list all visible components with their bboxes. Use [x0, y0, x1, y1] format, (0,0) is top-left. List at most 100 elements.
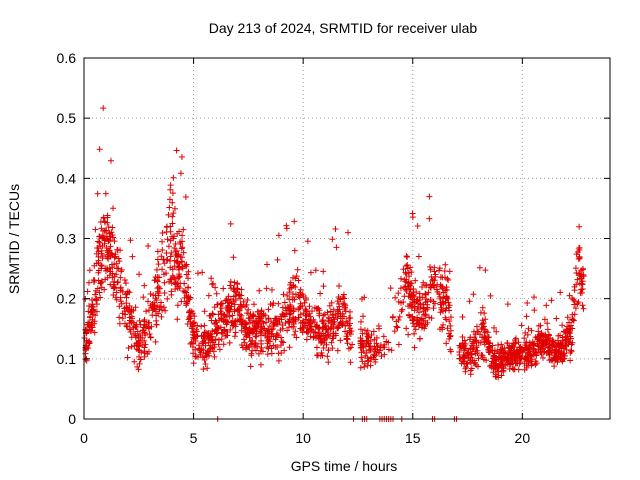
data-point [186, 296, 193, 303]
data-point [464, 353, 471, 360]
data-point [183, 300, 190, 307]
data-point [410, 286, 417, 293]
data-point [442, 287, 449, 294]
data-point [194, 322, 201, 329]
data-point [303, 336, 310, 343]
data-point [416, 309, 423, 316]
data-point [174, 230, 181, 237]
data-point [166, 196, 173, 203]
data-point [234, 306, 241, 313]
data-point [426, 215, 433, 222]
data-point [234, 280, 241, 287]
data-point [166, 278, 173, 285]
data-point [183, 271, 190, 278]
data-point [146, 330, 153, 337]
data-point [220, 285, 227, 292]
data-point [506, 366, 513, 373]
data-point [479, 324, 486, 331]
data-point [248, 350, 255, 357]
data-point [264, 351, 271, 358]
data-point [243, 301, 250, 308]
data-point [136, 271, 143, 278]
data-point [525, 325, 532, 332]
data-point [153, 317, 160, 324]
data-point [159, 246, 166, 253]
data-point [228, 303, 235, 310]
data-point [245, 315, 252, 322]
data-point [214, 301, 221, 308]
data-point [525, 344, 532, 351]
data-point [429, 277, 436, 284]
data-point [278, 349, 285, 356]
data-point [417, 300, 424, 307]
data-point [172, 286, 179, 293]
data-point [567, 357, 574, 364]
data-point [289, 296, 296, 303]
data-point [559, 358, 566, 365]
data-point [488, 362, 495, 369]
data-point [395, 341, 402, 348]
data-point [360, 313, 367, 320]
data-point [109, 224, 116, 231]
data-point [405, 303, 412, 310]
data-point [148, 323, 155, 330]
data-point [232, 288, 239, 295]
data-point [302, 296, 309, 303]
data-point [278, 334, 285, 341]
data-point [544, 320, 551, 327]
data-point [99, 235, 106, 242]
data-point [459, 333, 466, 340]
data-point [92, 226, 99, 233]
data-point [459, 314, 466, 321]
data-point [358, 349, 365, 356]
data-point [162, 307, 169, 314]
data-point [167, 228, 174, 235]
data-point [249, 325, 256, 332]
data-point [201, 354, 208, 361]
data-point [532, 361, 539, 368]
data-point [287, 302, 294, 309]
data-point [415, 253, 422, 260]
data-point [361, 327, 368, 334]
data-point [403, 270, 410, 277]
data-point [192, 338, 199, 345]
data-point [230, 254, 237, 261]
data-point [361, 363, 368, 370]
x-axis-label: GPS time / hours [291, 458, 398, 474]
data-point [479, 304, 486, 311]
data-point [250, 317, 257, 324]
data-point [557, 332, 564, 339]
data-point [337, 313, 344, 320]
data-point [329, 236, 336, 243]
data-point [132, 304, 139, 311]
data-point [431, 300, 438, 307]
data-point [174, 302, 181, 309]
data-point [526, 339, 533, 346]
data-point [125, 345, 132, 352]
data-point [231, 279, 238, 286]
data-point [431, 268, 438, 275]
data-point [319, 318, 326, 325]
data-point [414, 296, 421, 303]
data-point [272, 315, 279, 322]
data-point [192, 346, 199, 353]
data-point [479, 317, 486, 324]
data-point [240, 336, 247, 343]
data-point [297, 320, 304, 327]
data-point [124, 288, 131, 295]
data-point [230, 293, 237, 300]
data-point [489, 342, 496, 349]
data-point [342, 302, 349, 309]
data-point [527, 352, 534, 359]
data-point [229, 312, 236, 319]
data-point [385, 339, 392, 346]
data-point [297, 311, 304, 318]
data-point [137, 356, 144, 363]
data-point [296, 305, 303, 312]
data-point [293, 334, 300, 341]
data-point [286, 289, 293, 296]
data-point [447, 322, 454, 329]
data-point [308, 308, 315, 315]
data-point [139, 334, 146, 341]
data-point [568, 348, 575, 355]
